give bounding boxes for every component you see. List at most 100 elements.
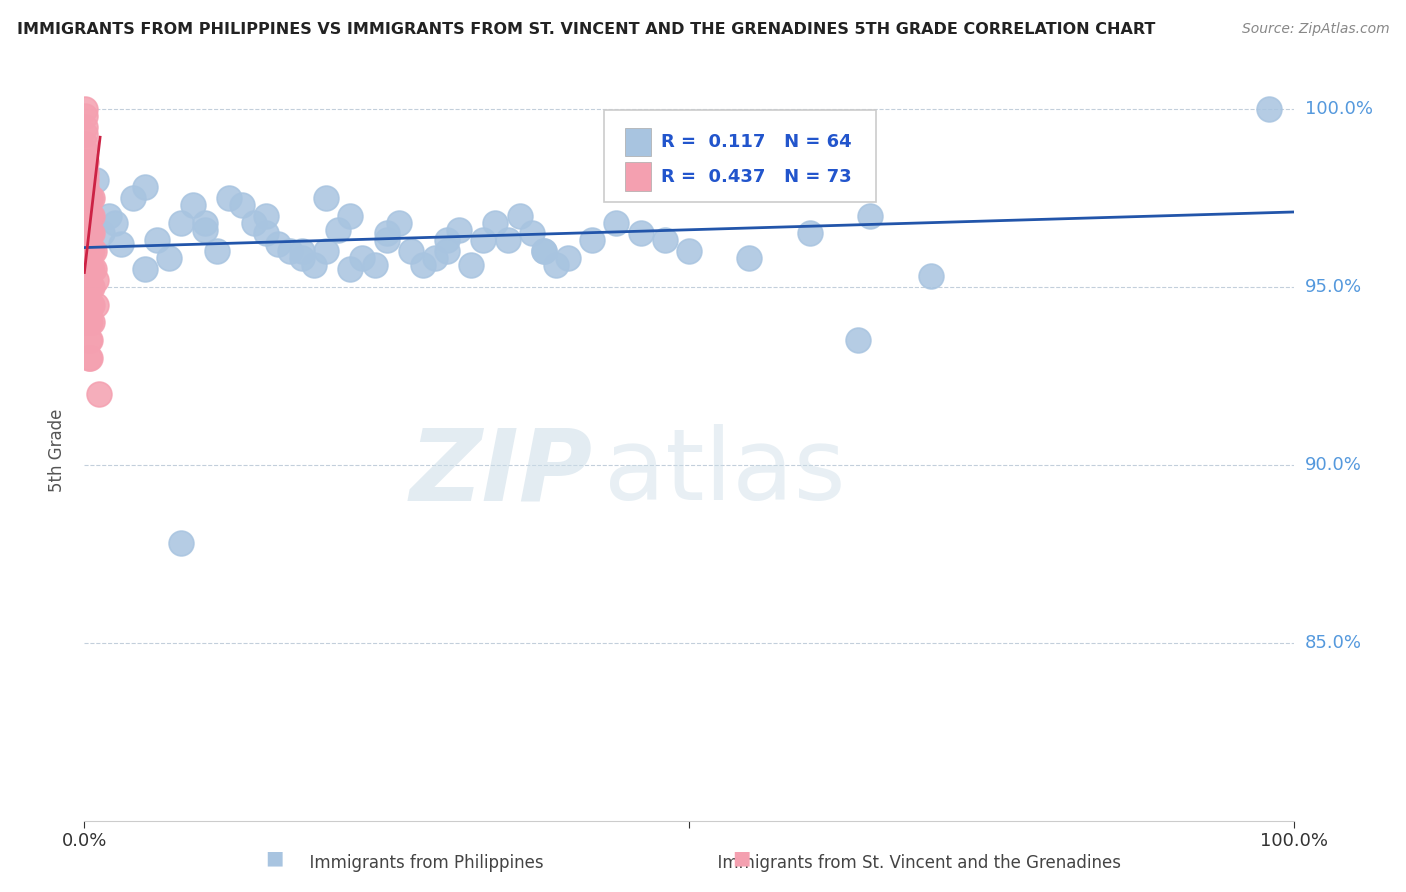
Point bbox=[77, 279, 100, 293]
Point bbox=[859, 209, 882, 223]
Point bbox=[170, 536, 193, 550]
Point bbox=[75, 286, 97, 301]
Point bbox=[77, 244, 100, 259]
Point bbox=[77, 191, 100, 205]
Point bbox=[104, 216, 127, 230]
Text: ■: ■ bbox=[264, 848, 284, 867]
Point bbox=[79, 279, 101, 293]
Point bbox=[352, 252, 374, 266]
Point bbox=[73, 127, 96, 141]
Point bbox=[80, 297, 103, 311]
Point bbox=[254, 209, 277, 223]
Point bbox=[254, 227, 277, 241]
Point bbox=[291, 244, 314, 259]
Point bbox=[278, 244, 301, 259]
Point bbox=[77, 351, 100, 365]
Point bbox=[339, 209, 361, 223]
Point bbox=[496, 234, 519, 248]
Point bbox=[77, 297, 100, 311]
Point bbox=[76, 191, 98, 205]
Point bbox=[86, 173, 108, 187]
Point bbox=[423, 252, 446, 266]
Point bbox=[399, 244, 422, 259]
Point bbox=[75, 209, 97, 223]
Point bbox=[363, 258, 385, 272]
Point bbox=[170, 216, 193, 230]
Text: Source: ZipAtlas.com: Source: ZipAtlas.com bbox=[1241, 22, 1389, 37]
Point bbox=[75, 166, 97, 180]
Point bbox=[194, 223, 217, 237]
Point bbox=[557, 252, 579, 266]
Point bbox=[315, 244, 337, 259]
Point bbox=[77, 297, 100, 311]
Point bbox=[77, 209, 100, 223]
Text: R =  0.437   N = 73: R = 0.437 N = 73 bbox=[661, 168, 852, 186]
Point bbox=[79, 333, 101, 347]
Point bbox=[73, 191, 96, 205]
Text: 95.0%: 95.0% bbox=[1305, 277, 1362, 296]
Point bbox=[738, 252, 761, 266]
Point bbox=[77, 244, 100, 259]
Point bbox=[920, 268, 942, 283]
Point bbox=[77, 261, 100, 276]
Point bbox=[533, 244, 555, 259]
Point bbox=[388, 216, 411, 230]
Point bbox=[73, 180, 96, 194]
Text: ZIP: ZIP bbox=[409, 425, 592, 521]
Point bbox=[291, 252, 314, 266]
Point bbox=[80, 191, 103, 205]
Point bbox=[97, 209, 120, 223]
Y-axis label: 5th Grade: 5th Grade bbox=[48, 409, 66, 492]
Point bbox=[73, 102, 96, 116]
Point bbox=[79, 191, 101, 205]
Point bbox=[79, 244, 101, 259]
Point bbox=[76, 244, 98, 259]
Point bbox=[83, 244, 105, 259]
Point bbox=[75, 279, 97, 293]
Point bbox=[77, 209, 100, 223]
Text: R =  0.117   N = 64: R = 0.117 N = 64 bbox=[661, 133, 852, 151]
Point bbox=[134, 180, 156, 194]
Point bbox=[79, 209, 101, 223]
Point bbox=[134, 261, 156, 276]
Point bbox=[194, 216, 217, 230]
Point bbox=[218, 191, 240, 205]
Point bbox=[75, 252, 97, 266]
Point bbox=[79, 227, 101, 241]
Text: 85.0%: 85.0% bbox=[1305, 633, 1361, 652]
Point bbox=[73, 137, 96, 152]
Point bbox=[91, 227, 114, 241]
Point bbox=[86, 297, 108, 311]
Point bbox=[73, 166, 96, 180]
Point bbox=[678, 244, 700, 259]
Point bbox=[436, 244, 458, 259]
Text: 100.0%: 100.0% bbox=[1305, 100, 1372, 118]
Point bbox=[75, 261, 97, 276]
Point bbox=[79, 315, 101, 329]
Point bbox=[80, 261, 103, 276]
Point bbox=[80, 227, 103, 241]
FancyBboxPatch shape bbox=[624, 128, 651, 156]
Point bbox=[79, 191, 101, 205]
Point bbox=[328, 223, 350, 237]
Point bbox=[207, 244, 229, 259]
Point bbox=[630, 227, 652, 241]
Point bbox=[375, 234, 398, 248]
Point bbox=[460, 258, 482, 272]
Point bbox=[533, 244, 555, 259]
Point bbox=[77, 191, 100, 205]
Point bbox=[231, 198, 253, 212]
Point bbox=[80, 279, 103, 293]
Point bbox=[76, 227, 98, 241]
Point bbox=[76, 261, 98, 276]
Point bbox=[79, 351, 101, 365]
FancyBboxPatch shape bbox=[624, 162, 651, 191]
Point bbox=[77, 227, 100, 241]
Point bbox=[75, 155, 97, 169]
Point bbox=[77, 227, 100, 241]
Point bbox=[605, 216, 627, 230]
Point bbox=[73, 109, 96, 123]
Point bbox=[73, 155, 96, 169]
Point bbox=[302, 258, 325, 272]
Point bbox=[472, 234, 495, 248]
